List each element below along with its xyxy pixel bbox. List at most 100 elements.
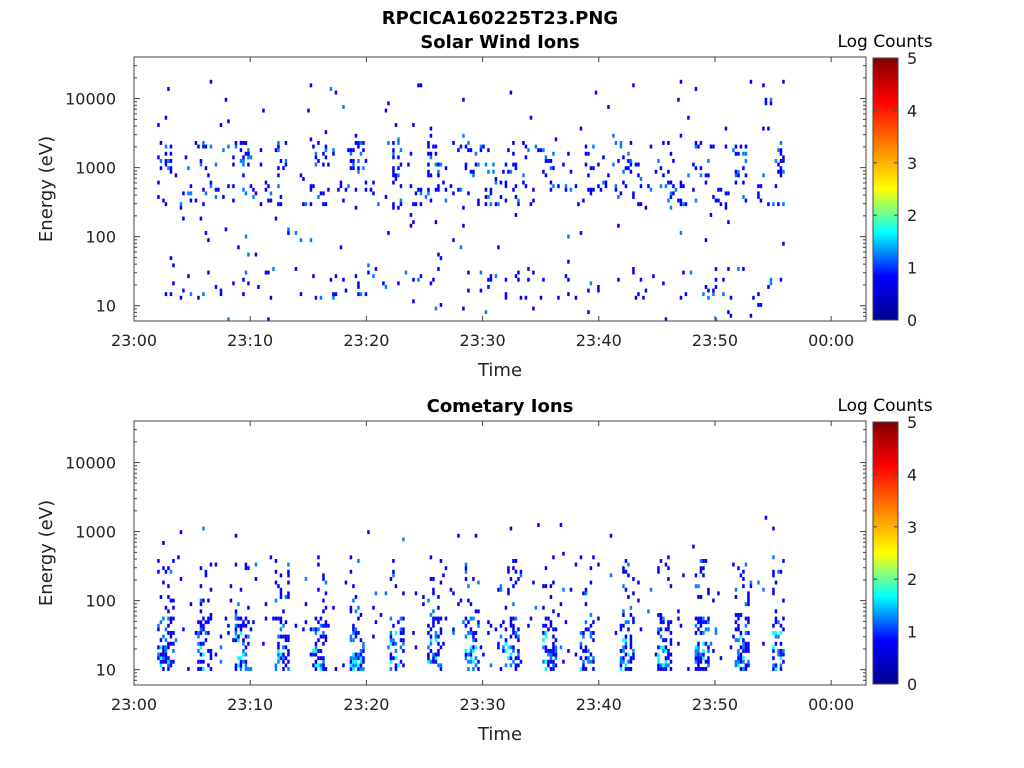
heatmap-cell (179, 202, 183, 207)
heatmap-cell (399, 202, 403, 207)
heatmap-cell (242, 159, 245, 163)
heatmap-cell (512, 187, 515, 192)
heatmap-cell (627, 151, 630, 156)
heatmap-cell (777, 162, 780, 167)
heatmap-cell (744, 649, 748, 653)
heatmap-cell (342, 105, 345, 109)
heatmap-cell (512, 616, 515, 621)
heatmap-cell (679, 231, 683, 235)
heatmap-cell (167, 631, 170, 635)
heatmap-cell (587, 656, 590, 661)
heatmap-cell (207, 620, 210, 625)
heatmap-cell (492, 169, 495, 174)
heatmap-cell (194, 631, 198, 635)
heatmap-cell (429, 198, 433, 203)
heatmap-cell (347, 184, 350, 189)
heatmap-cell (699, 659, 703, 664)
heatmap-cell (739, 659, 743, 664)
heatmap-cell (234, 634, 238, 639)
heatmap-cell (322, 634, 325, 639)
heatmap-cell (749, 584, 753, 589)
heatmap-cell (612, 162, 615, 167)
heatmap-cell (702, 641, 705, 646)
heatmap-cell (544, 155, 548, 160)
heatmap-cell (399, 631, 403, 635)
heatmap-cell (284, 162, 288, 167)
heatmap-cell (682, 184, 685, 189)
heatmap-cell (277, 641, 280, 646)
heatmap-cell (209, 180, 213, 185)
heatmap-cell (304, 202, 308, 207)
heatmap-cell (779, 169, 783, 174)
heatmap-cell (632, 191, 635, 196)
heatmap-cell (467, 288, 470, 293)
heatmap-cell (549, 584, 553, 589)
heatmap-cell (509, 526, 513, 531)
heatmap-cell (629, 641, 633, 646)
heatmap-cell (167, 641, 170, 646)
heatmap-cell (162, 616, 165, 621)
heatmap-cell (739, 613, 743, 617)
heatmap-cell (427, 162, 430, 167)
heatmap-cell (242, 277, 245, 282)
heatmap-cell (614, 631, 618, 635)
heatmap-cell (477, 620, 480, 625)
heatmap-cell (384, 195, 388, 199)
heatmap-cell (629, 667, 633, 671)
heatmap-cell (694, 645, 698, 650)
heatmap-cell (659, 613, 663, 617)
heatmap-cell (734, 151, 738, 156)
heatmap-cell (362, 166, 365, 171)
heatmap-cell (772, 631, 775, 635)
heatmap-cell (164, 652, 168, 657)
heatmap-cell (584, 649, 588, 653)
heatmap-cell (422, 602, 425, 607)
heatmap-cell (592, 656, 595, 661)
heatmap-cell (632, 620, 635, 625)
heatmap-cell (669, 638, 673, 643)
heatmap-cell (609, 533, 613, 538)
heatmap-cell (299, 238, 303, 243)
heatmap-cell (552, 555, 555, 560)
heatmap-cell (547, 659, 550, 664)
heatmap-cell (692, 187, 695, 192)
heatmap-cell (397, 137, 400, 142)
heatmap-cell (244, 562, 248, 567)
heatmap-cell (252, 620, 255, 625)
heatmap-cell (314, 663, 318, 668)
heatmap-cell (742, 166, 745, 171)
heatmap-cell (622, 169, 625, 174)
heatmap-cell (209, 649, 213, 653)
heatmap-cell (234, 562, 238, 567)
heatmap-cell (439, 667, 443, 671)
heatmap-cell (279, 573, 283, 578)
heatmap-cell (697, 595, 700, 599)
heatmap-cell (437, 184, 440, 189)
heatmap-cell (434, 652, 438, 657)
heatmap-cell (549, 652, 553, 657)
heatmap-cell (189, 602, 193, 607)
heatmap-cell (452, 627, 455, 632)
heatmap-cell (357, 605, 360, 610)
heatmap-cell (354, 634, 358, 639)
heatmap-cells-solar-wind (157, 79, 785, 322)
heatmap-cell (279, 202, 283, 207)
heatmap-cell (697, 620, 700, 625)
heatmap-cell (519, 295, 523, 300)
panel-cometary: Cometary Ions 23:00 23:10 23:20 23:30 23:40 2… (36, 396, 933, 745)
heatmap-cell (429, 577, 433, 581)
heatmap-cell (214, 562, 218, 567)
heatmap-cell (194, 141, 198, 145)
heatmap-cell (747, 663, 750, 668)
heatmap-cell (287, 227, 290, 232)
heatmap-cell (742, 584, 745, 589)
heatmap-cell (772, 663, 775, 668)
heatmap-cell (409, 184, 413, 189)
heatmap-cell (227, 631, 230, 635)
heatmap-cell (189, 191, 193, 196)
heatmap-cell (462, 205, 465, 210)
heatmap-cell (657, 631, 660, 635)
heatmap-cell (169, 151, 173, 156)
heatmap-cell (287, 667, 290, 671)
